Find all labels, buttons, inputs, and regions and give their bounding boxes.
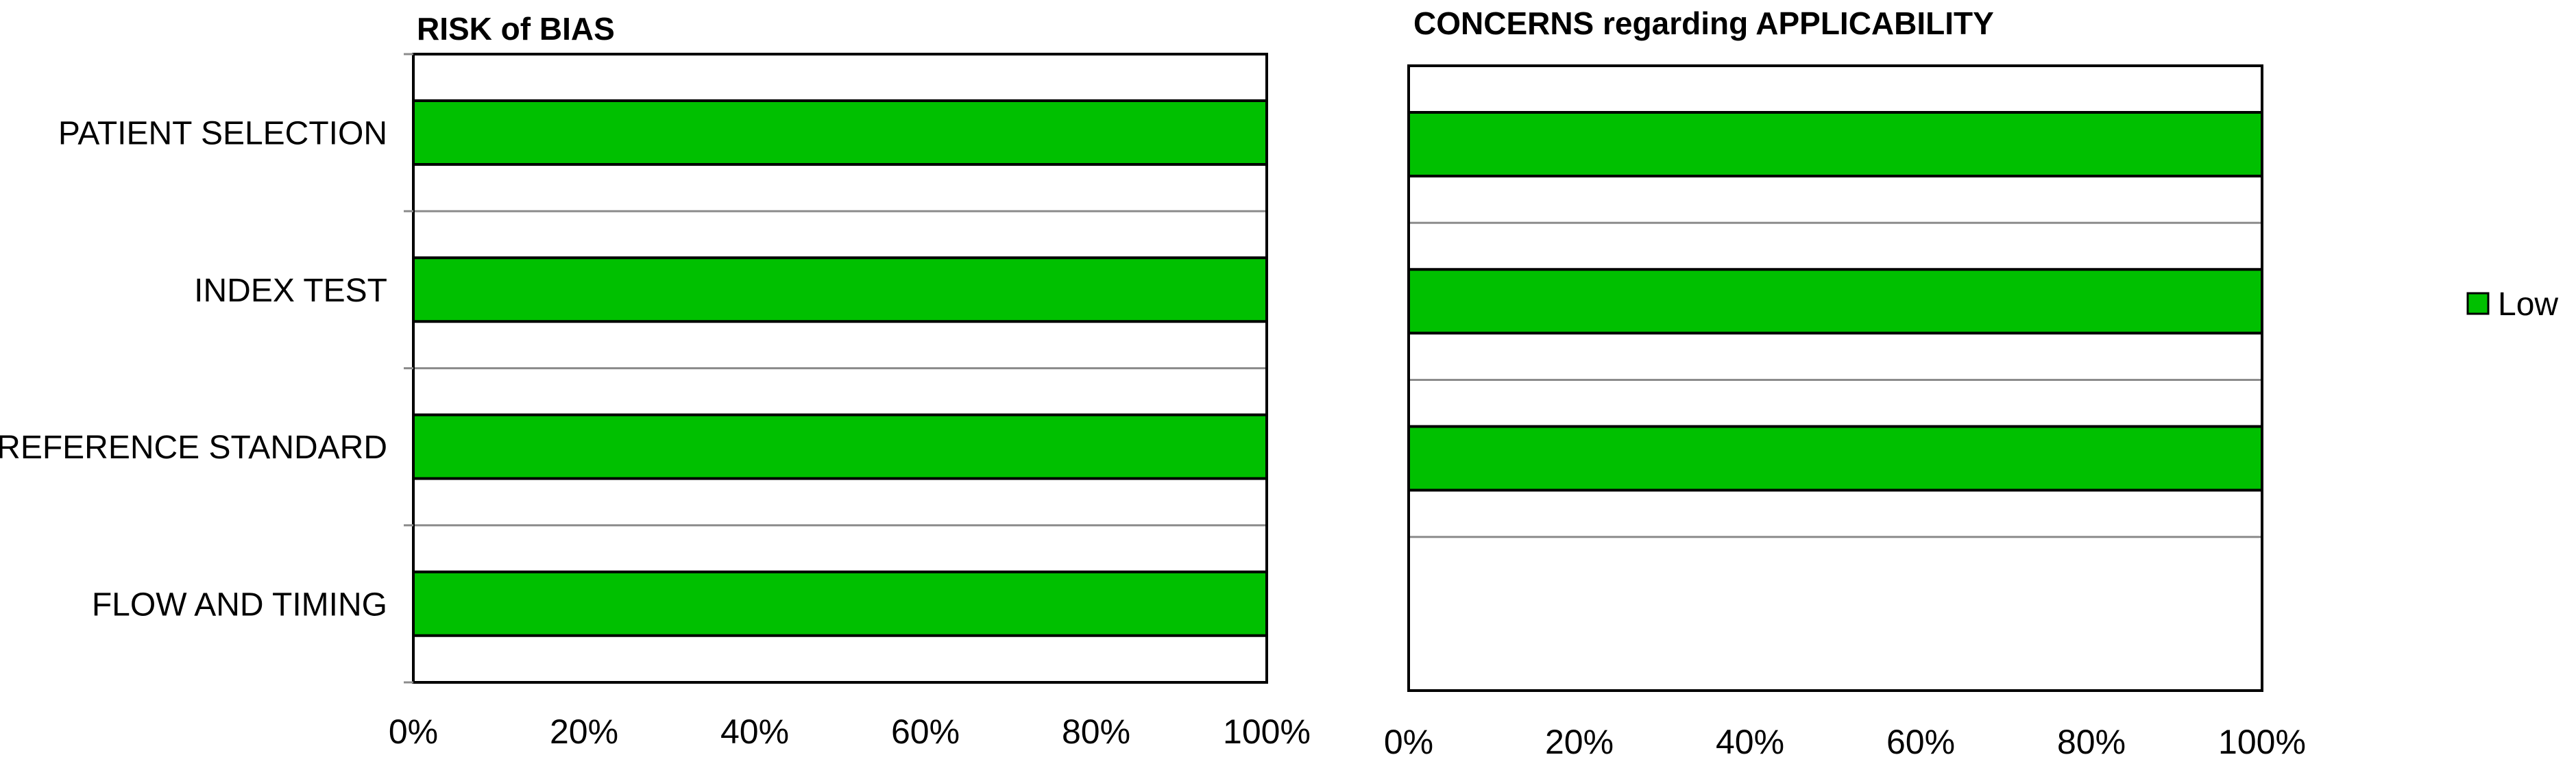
applicability-grid [1409,221,2262,538]
applicability-x-tick-label: 40% [1716,723,1784,761]
risk-of-bias-bar-reference-standard [412,413,1268,480]
applicability-panel: CONCERNS regarding APPLICABILITY 0% 20% 40… [1384,5,2306,761]
category-label: FLOW AND TIMING [92,586,387,623]
risk-of-bias-x-tick-labels: 0% 20% 40% 60% 80% 100% [389,713,1311,751]
risk-of-bias-x-tick-label: 60% [891,713,960,751]
risk-of-bias-bar-flow-and-timing [412,570,1268,637]
risk-of-bias-x-tick-label: 20% [550,713,618,751]
risk-of-bias-grid [413,210,1267,527]
risk-of-bias-x-tick-label: 0% [389,713,438,751]
category-label: PATIENT SELECTION [58,116,387,152]
applicability-x-tick-labels: 0% 20% 40% 60% 80% 100% [1384,723,2306,761]
risk-of-bias-x-tick-label: 40% [720,713,789,751]
applicability-bar-patient-selection [1407,111,2263,177]
risk-of-bias-y-axis [404,53,413,684]
legend-swatch-low [2466,292,2490,315]
risk-of-bias-x-tick-label: 80% [1062,713,1130,751]
risk-of-bias-category-labels: PATIENT SELECTION INDEX TEST REFERENCE STA… [0,116,387,623]
applicability-x-tick-label: 100% [2218,723,2306,761]
applicability-x-tick-label: 0% [1384,723,1433,761]
applicability-plot-frame [1407,64,2263,692]
risk-of-bias-bars [412,99,1268,637]
applicability-x-tick-label: 20% [1545,723,1614,761]
applicability-bar-index-test [1407,268,2263,335]
category-label: INDEX TEST [194,273,387,309]
risk-of-bias-x-tick-label: 100% [1223,713,1311,751]
risk-of-bias-panel: RISK of BIAS PATIENT SELECTION INDEX TEST… [0,11,1311,751]
applicability-x-tick-label: 80% [2057,723,2126,761]
applicability-bar-reference-standard [1407,425,2263,492]
risk-of-bias-bar-patient-selection [412,99,1268,166]
risk-of-bias-bar-index-test [412,256,1268,323]
category-label: REFERENCE STANDARD [0,430,387,466]
applicability-x-tick-label: 60% [1886,723,1955,761]
applicability-bars [1407,111,2263,492]
risk-of-bias-title: RISK of BIAS [417,11,615,47]
legend: Low [2466,286,2558,323]
legend-label-low: Low [2498,286,2558,323]
applicability-title: CONCERNS regarding APPLICABILITY [1413,5,1994,41]
